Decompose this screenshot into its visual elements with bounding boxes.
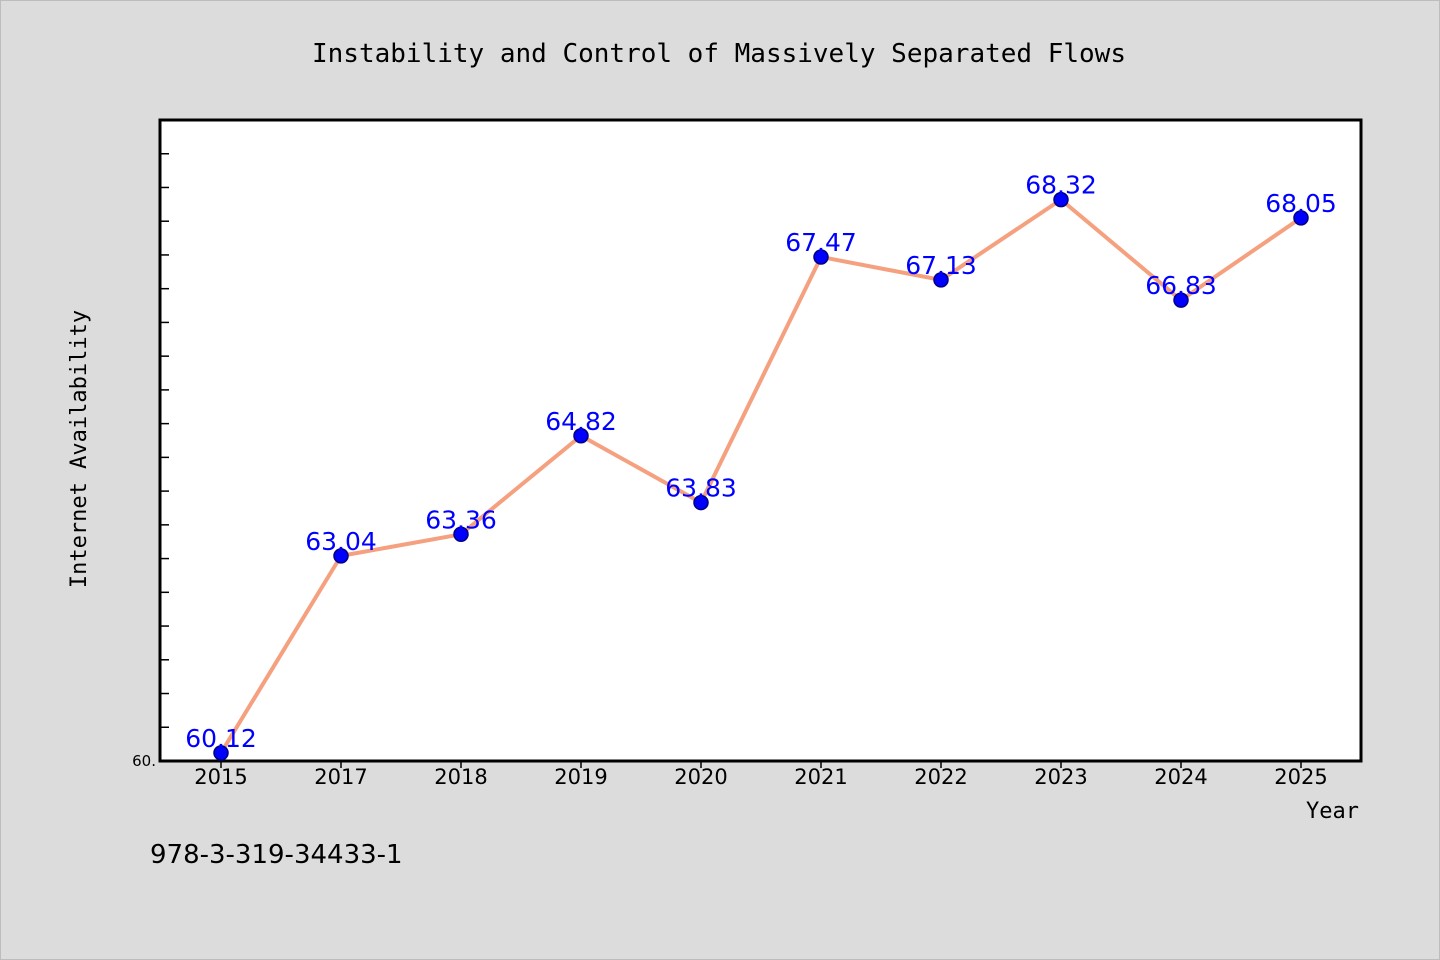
- x-tick-label: 2020: [674, 765, 727, 789]
- y-tick-label: 60.: [132, 752, 156, 770]
- x-tick-label: 2017: [314, 765, 367, 789]
- data-label: 67.47: [785, 228, 857, 257]
- data-label: 63.83: [665, 474, 737, 503]
- data-label: 64.82: [545, 407, 617, 436]
- chart-title: Instability and Control of Massively Sep…: [312, 39, 1126, 69]
- series-layer: [219, 197, 1303, 755]
- x-axis-label: Year: [1306, 799, 1359, 824]
- data-point-marker: [1053, 191, 1069, 208]
- data-point-marker: [693, 494, 709, 511]
- data-point-marker: [213, 745, 229, 761]
- isbn-text: 978-3-319-34433-1: [150, 840, 403, 870]
- data-label: 63.36: [425, 505, 497, 534]
- marker-layer: [213, 191, 1309, 761]
- data-point-marker: [1293, 210, 1309, 226]
- y-axis-label: Internet Availability: [67, 310, 92, 588]
- data-label: 67.13: [905, 251, 977, 280]
- data-point-marker: [1173, 292, 1189, 308]
- y-axis-ticks: 60.: [132, 119, 169, 770]
- x-tick-label: 2021: [794, 765, 847, 789]
- series-line: [219, 197, 1303, 755]
- x-tick-label: 2022: [914, 765, 967, 789]
- data-point-marker: [933, 272, 949, 288]
- data-point-marker: [813, 249, 829, 265]
- x-tick-label: 2025: [1274, 765, 1327, 789]
- x-tick-label: 2023: [1034, 765, 1087, 789]
- x-tick-label: 2018: [434, 765, 487, 789]
- data-label-layer: 60.12 63.04 63.36 64.82 63.83 67.47 67.13 68.32…: [185, 171, 1337, 753]
- x-tick-label: 2019: [554, 765, 607, 789]
- data-label: 63.04: [305, 527, 377, 556]
- plot-area: [158, 118, 1363, 763]
- data-label: 68.05: [1265, 189, 1337, 218]
- data-label: 66.83: [1145, 271, 1217, 300]
- data-label: 60.12: [185, 724, 257, 753]
- data-point-marker: [573, 428, 589, 444]
- x-tick-label: 2024: [1154, 765, 1207, 789]
- data-point-marker: [453, 526, 469, 543]
- data-label: 68.32: [1025, 171, 1097, 200]
- x-tick-label: 2015: [194, 765, 247, 789]
- x-axis-ticks: 2015 2017 2018 2019 2020 2021 2022 2023 2024 2025: [194, 761, 1328, 789]
- data-point-marker: [333, 548, 349, 564]
